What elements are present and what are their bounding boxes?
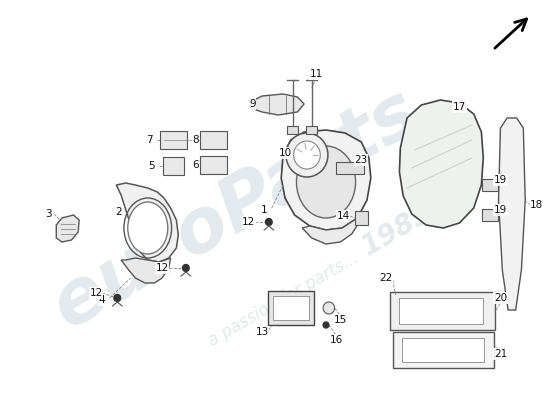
Bar <box>160 131 187 149</box>
Bar <box>482 179 498 191</box>
Text: 5: 5 <box>148 161 155 171</box>
Text: 7: 7 <box>146 135 153 145</box>
Text: 12: 12 <box>242 217 255 227</box>
Bar <box>402 338 484 362</box>
Text: 3: 3 <box>45 209 52 219</box>
Text: 1985: 1985 <box>357 199 438 261</box>
Ellipse shape <box>128 202 168 254</box>
Polygon shape <box>56 215 79 242</box>
Circle shape <box>294 141 320 169</box>
Bar <box>306 126 317 134</box>
Text: 23: 23 <box>355 155 368 165</box>
Text: 17: 17 <box>453 102 466 112</box>
Bar <box>200 131 227 149</box>
Circle shape <box>286 133 328 177</box>
Text: 11: 11 <box>310 69 323 79</box>
Text: 2: 2 <box>115 207 122 217</box>
Text: 22: 22 <box>379 273 393 283</box>
Bar <box>336 162 364 174</box>
Text: 13: 13 <box>256 327 269 337</box>
Polygon shape <box>281 130 371 230</box>
Circle shape <box>266 218 272 226</box>
Polygon shape <box>121 258 170 283</box>
Polygon shape <box>498 118 525 310</box>
Bar <box>163 157 184 175</box>
Text: 19: 19 <box>494 175 507 185</box>
Text: 6: 6 <box>192 160 199 170</box>
Text: 14: 14 <box>337 211 350 221</box>
Text: 21: 21 <box>494 349 507 359</box>
Bar <box>200 156 227 174</box>
Text: 10: 10 <box>278 148 292 158</box>
Bar <box>390 292 494 330</box>
Circle shape <box>183 264 189 272</box>
Polygon shape <box>116 183 178 262</box>
Text: 8: 8 <box>192 135 199 145</box>
Bar <box>355 211 368 225</box>
Circle shape <box>114 294 120 302</box>
Polygon shape <box>250 94 304 115</box>
Text: 1: 1 <box>261 205 267 215</box>
Circle shape <box>323 322 329 328</box>
Polygon shape <box>302 218 359 244</box>
Text: 19: 19 <box>494 205 507 215</box>
Bar <box>399 298 483 324</box>
Text: 12: 12 <box>90 288 103 298</box>
Ellipse shape <box>296 146 355 218</box>
Text: 18: 18 <box>530 200 543 210</box>
Polygon shape <box>399 100 483 228</box>
Text: 20: 20 <box>494 293 507 303</box>
Circle shape <box>323 302 334 314</box>
Text: 12: 12 <box>156 263 169 273</box>
Bar <box>393 332 494 368</box>
Text: 9: 9 <box>249 99 256 109</box>
Text: euroParts: euroParts <box>39 76 432 344</box>
Text: a passion for parts...: a passion for parts... <box>205 250 361 350</box>
Bar <box>482 209 498 221</box>
Text: 4: 4 <box>98 295 106 305</box>
Bar <box>273 296 309 320</box>
Bar <box>268 291 313 325</box>
Text: 16: 16 <box>330 335 343 345</box>
Bar <box>287 126 298 134</box>
Text: 15: 15 <box>334 315 347 325</box>
